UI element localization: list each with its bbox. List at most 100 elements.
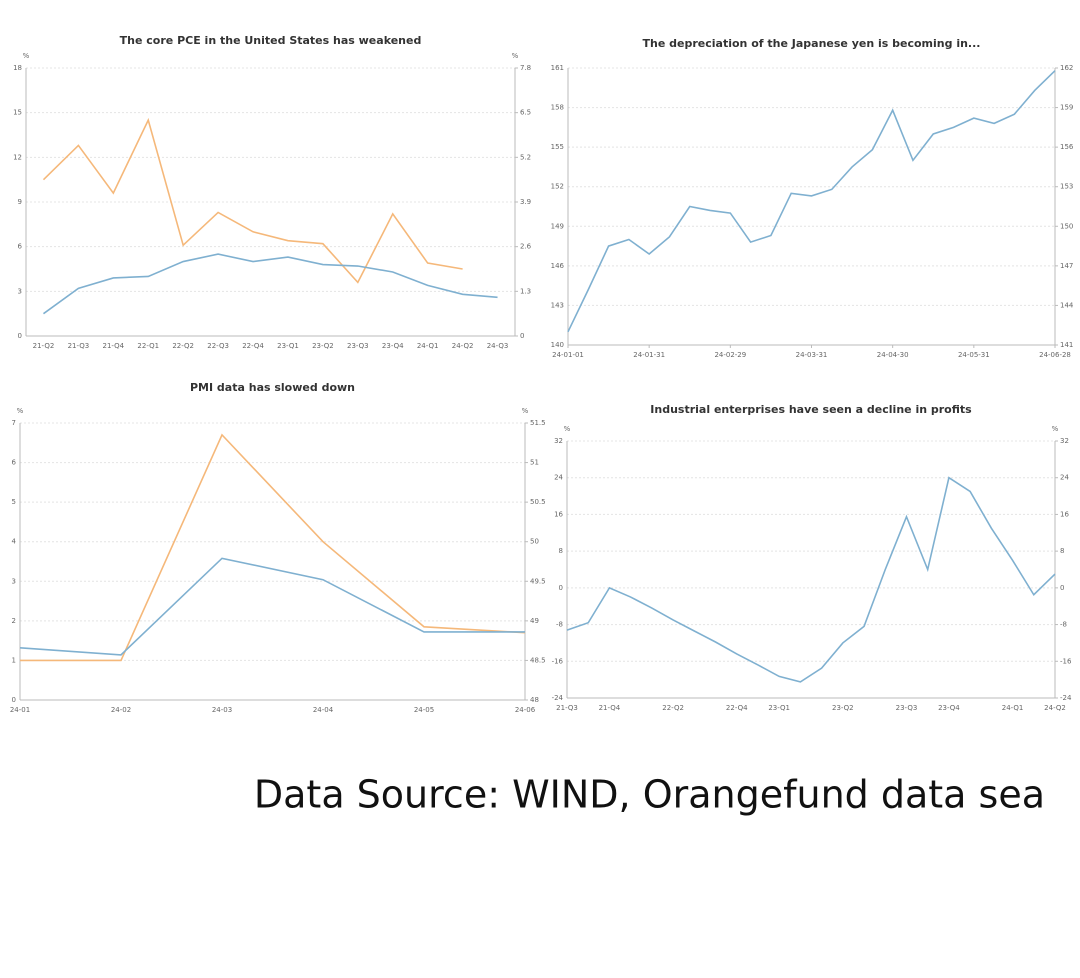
chart-title: Industrial enterprises have seen a decli… [650,403,972,416]
y-tick-label: 16 [554,510,563,518]
x-tick-label: 24-Q1 [1002,704,1024,712]
y-tick-label: 140 [551,341,564,349]
y-tick-label: -8 [556,621,563,629]
x-tick-label: 21-Q3 [68,342,90,350]
y-tick-label: 152 [551,183,564,191]
y-tick-label: 155 [551,143,564,151]
y2-tick-label: 8 [1060,547,1064,555]
y2-tick-label: 51 [530,459,539,467]
x-tick-label: 24-01-01 [552,351,584,359]
y-tick-label: 0 [18,332,22,340]
x-tick-label: 21-Q3 [556,704,578,712]
series-line [566,476,1056,683]
y-tick-label: 7 [12,419,16,427]
y-tick-label: 8 [559,547,563,555]
x-tick-label: 24-02-29 [714,351,746,359]
x-tick-label: 23-Q3 [896,704,918,712]
y2-tick-label: 3.9 [520,198,531,206]
chart-title: The depreciation of the Japanese yen is … [643,37,981,50]
x-tick-label: 24-03 [212,706,232,714]
y-tick-label: 0 [559,584,563,592]
y2-axis-label: % [512,52,519,60]
x-tick-label: 23-Q4 [938,704,960,712]
x-tick-label: 22-Q4 [242,342,264,350]
y2-tick-label: 156 [1060,143,1074,151]
y2-tick-label: 147 [1060,262,1073,270]
y2-tick-label: -24 [1060,694,1072,702]
y-tick-label: 1 [12,656,16,664]
x-tick-label: 21-Q4 [102,342,124,350]
x-tick-label: 23-Q2 [832,704,854,712]
y2-tick-label: 49 [530,617,539,625]
x-tick-label: 24-Q2 [452,342,474,350]
y2-tick-label: 50.5 [530,498,546,506]
x-tick-label: 24-01-31 [633,351,665,359]
y2-tick-label: 159 [1060,104,1073,112]
series-line [42,117,463,284]
x-tick-label: 24-02 [111,706,131,714]
y-tick-label: 18 [13,64,22,72]
y-tick-label: 143 [551,301,564,309]
x-tick-label: 24-04-30 [877,351,909,359]
y-tick-label: 6 [12,459,17,467]
x-tick-label: 24-Q1 [417,342,439,350]
y2-tick-label: 141 [1060,341,1073,349]
series-line [20,433,526,662]
x-tick-label: 22-Q1 [137,342,159,350]
series-line [42,253,498,315]
x-tick-label: 24-06-28 [1039,351,1071,359]
y-tick-label: 3 [18,287,22,295]
y-tick-label: 158 [551,104,564,112]
x-tick-label: 24-06 [515,706,536,714]
y2-tick-label: 1.3 [520,287,531,295]
series-line [567,70,1056,333]
y2-tick-label: 0 [520,332,524,340]
y2-tick-label: 48 [530,696,539,704]
x-tick-label: 24-Q3 [487,342,509,350]
y2-tick-label: 50 [530,538,539,546]
y-tick-label: -24 [552,694,564,702]
y-tick-label: 3 [12,577,16,585]
y2-tick-label: 49.5 [530,577,546,585]
y-axis-label: % [564,425,571,433]
y2-tick-label: 16 [1060,510,1069,518]
y-tick-label: 4 [12,538,17,546]
y2-tick-label: -8 [1060,621,1067,629]
x-tick-label: 24-Q2 [1044,704,1066,712]
series-line [19,557,525,656]
y2-tick-label: 144 [1060,301,1074,309]
y-tick-label: 9 [18,198,22,206]
x-tick-label: 23-Q1 [768,704,790,712]
y-tick-label: 5 [12,498,16,506]
y2-tick-label: 51.5 [530,419,546,427]
y2-axis-label: % [522,407,529,415]
y-axis-label: % [23,52,30,60]
chart-title: PMI data has slowed down [190,381,355,394]
y-tick-label: 24 [554,474,563,482]
y2-tick-label: 0 [1060,584,1064,592]
x-tick-label: 21-Q4 [599,704,621,712]
x-tick-label: 21-Q2 [33,342,55,350]
x-tick-label: 24-05 [414,706,434,714]
y-tick-label: 32 [554,437,563,445]
y-tick-label: -16 [552,657,564,665]
y-tick-label: 0 [12,696,16,704]
y2-tick-label: 48.5 [530,656,546,664]
y2-tick-label: 7.8 [520,64,531,72]
chart-title: The core PCE in the United States has we… [120,34,422,47]
y2-tick-label: 24 [1060,474,1069,482]
x-tick-label: 22-Q2 [662,704,684,712]
y-tick-label: 6 [18,243,23,251]
y2-tick-label: 32 [1060,437,1069,445]
source-note: Data Source: WIND, Orangefund data sea [254,773,1045,817]
y-tick-label: 146 [551,262,565,270]
y-axis-label: % [17,407,24,415]
y2-tick-label: 5.2 [520,153,531,161]
y2-axis-label: % [1052,425,1059,433]
x-tick-label: 24-01 [10,706,30,714]
y2-tick-label: 6.5 [520,109,531,117]
x-tick-label: 22-Q3 [207,342,229,350]
y2-tick-label: 153 [1060,183,1073,191]
y2-tick-label: 150 [1060,222,1073,230]
